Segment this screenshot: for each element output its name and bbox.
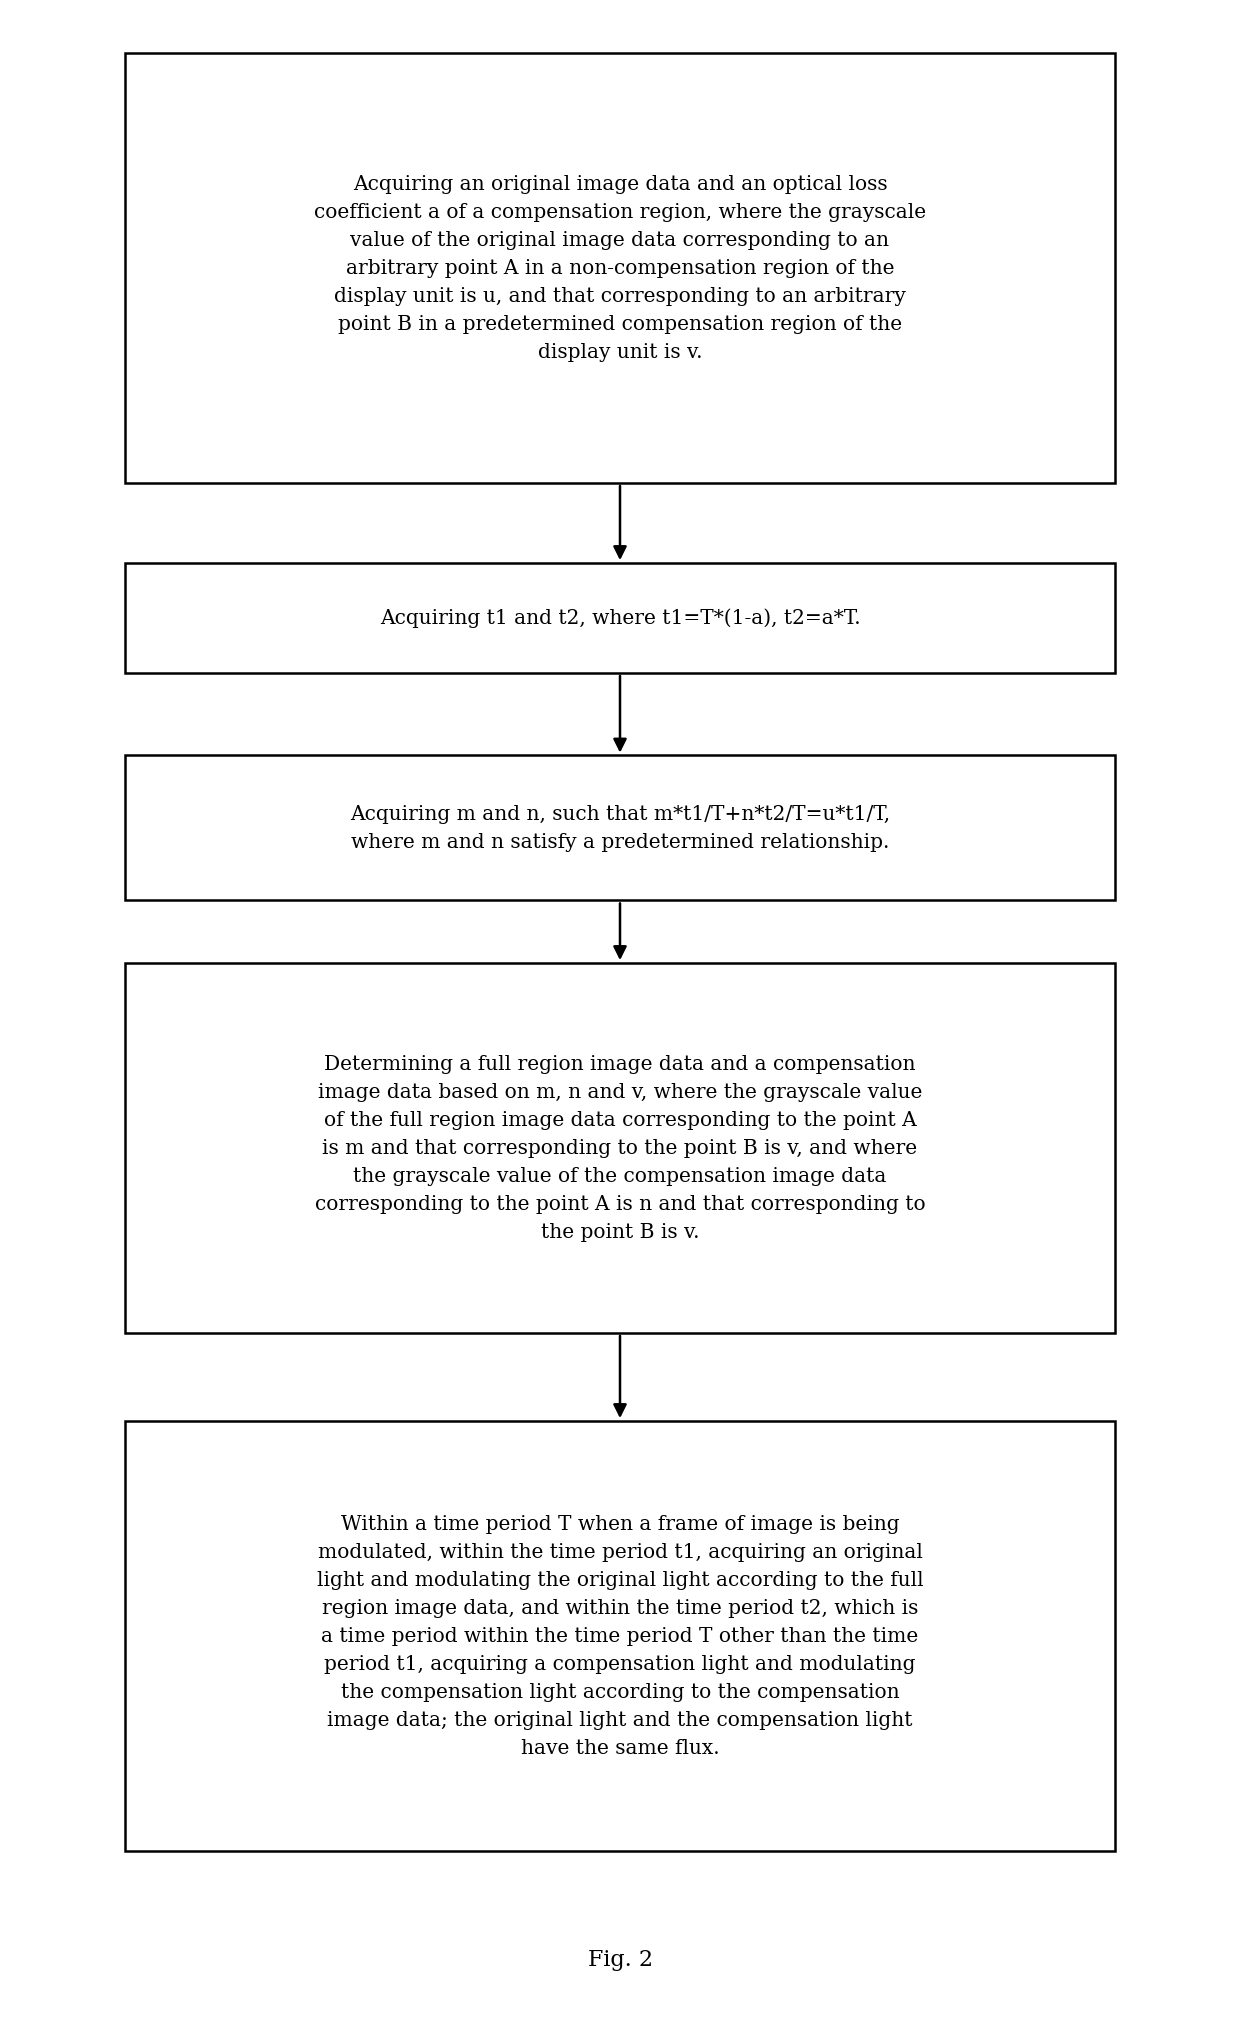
Text: Acquiring m and n, such that m*t1/T+n*t2/T=u*t1/T,
where m and n satisfy a prede: Acquiring m and n, such that m*t1/T+n*t2…	[350, 805, 890, 852]
Text: Acquiring an original image data and an optical loss
coefficient a of a compensa: Acquiring an original image data and an …	[314, 174, 926, 362]
FancyBboxPatch shape	[125, 562, 1115, 672]
FancyBboxPatch shape	[125, 53, 1115, 482]
FancyBboxPatch shape	[125, 756, 1115, 901]
Text: Acquiring t1 and t2, where t1=T*(1-a), t2=a*T.: Acquiring t1 and t2, where t1=T*(1-a), t…	[379, 609, 861, 628]
Text: Fig. 2: Fig. 2	[588, 1950, 652, 1970]
FancyBboxPatch shape	[125, 963, 1115, 1333]
Text: Determining a full region image data and a compensation
image data based on m, n: Determining a full region image data and…	[315, 1055, 925, 1241]
Text: Within a time period T when a frame of image is being
modulated, within the time: Within a time period T when a frame of i…	[316, 1515, 924, 1758]
FancyBboxPatch shape	[125, 1421, 1115, 1852]
